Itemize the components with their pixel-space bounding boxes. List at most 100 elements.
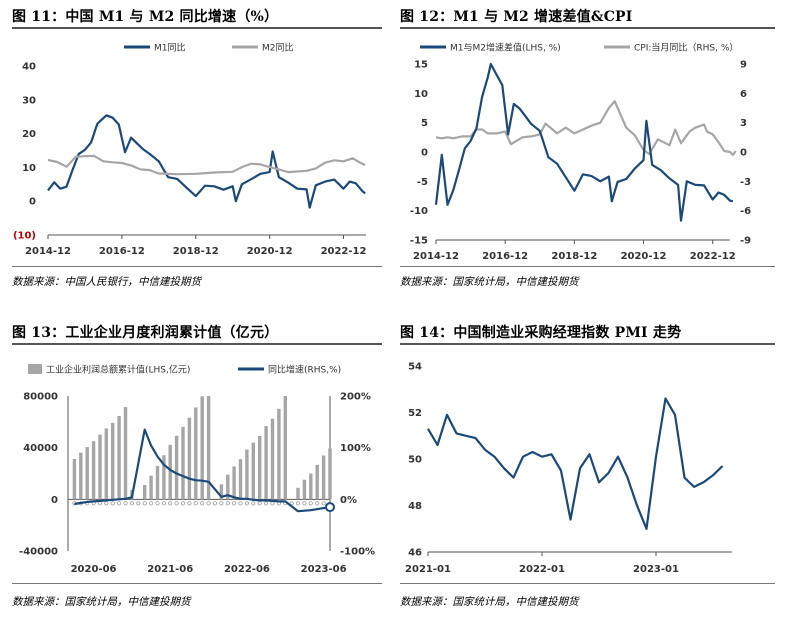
chart-spread-cpi: 15 10 5 0 -5 -10 -15 9 6 3 0 -3 -6 -9 2014-12 2016-12 20…	[410, 42, 751, 263]
x-tick-label: 2016-12	[99, 246, 145, 257]
profit-bar	[245, 449, 249, 500]
profit-bar	[226, 474, 230, 500]
profit-bar	[162, 455, 166, 500]
y-tick-label-right: -9	[740, 236, 751, 247]
profit-bar	[258, 436, 262, 500]
y-tick-label-left: -15	[410, 236, 428, 247]
month-marker	[212, 501, 218, 506]
legend-m2: M2同比	[262, 42, 294, 54]
month-marker	[168, 501, 173, 506]
x-tick-label: 2014-12	[25, 246, 71, 257]
series-line	[47, 154, 366, 176]
month-marker	[232, 501, 237, 506]
y-tick-label-left: 0	[421, 148, 428, 159]
month-marker	[315, 501, 320, 506]
month-marker	[149, 501, 154, 506]
month-marker	[136, 501, 141, 506]
y-tick-label: 48	[408, 501, 422, 512]
bottom-rule	[12, 583, 382, 584]
x-tick-label: 2022-12	[321, 246, 367, 257]
y-tick-label-left: 0	[51, 495, 58, 506]
y-tick-label-right: -3	[740, 177, 751, 188]
y-tick-label-right: 200%	[340, 392, 371, 403]
month-marker	[97, 501, 103, 506]
legend-m1: M1同比	[154, 42, 186, 54]
legend-profit: 工业企业利润总额累计值(LHS,亿元)	[46, 364, 190, 376]
y-tick-label-left: -10	[410, 206, 428, 217]
month-marker	[225, 501, 230, 506]
y-tick-label-left: 40000	[23, 443, 58, 454]
profit-bar	[219, 484, 224, 500]
y-tick-label-left: 80000	[23, 392, 58, 403]
x-tick-label: 2022-01	[519, 564, 565, 575]
profit-bar	[72, 459, 77, 500]
month-marker	[257, 501, 262, 506]
title-rule	[400, 27, 775, 29]
series-line-spread	[434, 62, 734, 222]
profit-bar	[181, 426, 185, 500]
profit-bar	[174, 435, 179, 500]
x-tick-label: 2020-06	[71, 564, 117, 575]
x-tick-label: 2021-06	[147, 564, 193, 575]
y-tick-label: 40	[22, 62, 36, 73]
month-marker	[174, 501, 179, 506]
y-tick-label-right: 0%	[340, 495, 357, 506]
profit-bar	[296, 487, 300, 500]
profit-bar	[91, 441, 96, 500]
month-marker	[321, 501, 326, 506]
profit-bar	[328, 448, 332, 500]
x-tick-label: 2016-12	[482, 251, 528, 262]
x-tick-label: 2023-06	[301, 564, 347, 575]
month-marker	[180, 501, 186, 506]
profit-bar	[149, 475, 153, 500]
profit-bar	[104, 428, 108, 500]
month-marker	[129, 501, 134, 506]
title-rule	[400, 343, 775, 345]
month-marker	[308, 501, 313, 506]
y-tick-label-left: -40000	[19, 547, 58, 558]
y-tick-label: 20	[22, 129, 36, 140]
legend-profit-swatch	[28, 364, 42, 374]
month-marker	[251, 501, 256, 506]
growth-last-point	[325, 502, 335, 513]
month-marker	[200, 501, 205, 506]
source-note: 数据来源：中国人民银行，中信建投期货	[12, 276, 201, 288]
y-tick-label: 50	[408, 455, 422, 466]
profit-bar	[232, 466, 236, 500]
profit-bar	[117, 416, 121, 500]
profit-bar	[194, 407, 198, 500]
source-note: 数据来源：国家统计局，中信建投期货	[12, 596, 191, 608]
profit-bar	[277, 408, 281, 500]
y-tick-label: 10	[22, 163, 36, 174]
profit-bar	[143, 485, 147, 500]
panel-title: 图 13：工业企业月度利润累计值（亿元）	[12, 325, 279, 341]
legend-growth: 同比增速(RHS,%)	[268, 364, 341, 376]
series-line-cpi	[435, 100, 737, 156]
profit-bar	[98, 434, 102, 500]
y-tick-label-right: 100%	[340, 443, 371, 454]
x-tick-label: 2022-06	[224, 564, 270, 575]
month-marker	[219, 501, 224, 506]
y-tick-label-left: 10	[414, 89, 428, 100]
legend-cpi: CPI:当月同比（RHS, %）	[634, 42, 738, 54]
month-marker	[302, 501, 307, 506]
bottom-rule	[400, 583, 775, 584]
profit-bar	[238, 459, 243, 500]
profit-bar	[200, 396, 204, 500]
y-tick-label: 0	[29, 197, 36, 208]
x-tick-label: 2020-12	[247, 246, 293, 257]
x-tick-label: 2022-12	[690, 251, 736, 262]
y-tick-label-right: -6	[740, 206, 751, 217]
pmi-line	[427, 397, 724, 530]
y-tick-label: 46	[408, 548, 422, 559]
month-marker	[142, 501, 147, 506]
month-marker	[110, 501, 115, 506]
y-tick-label-right: 3	[740, 118, 747, 129]
x-tick-label: 2020-12	[621, 251, 667, 262]
x-tick-label: 2014-12	[413, 251, 459, 262]
profit-bar	[315, 464, 319, 500]
profit-bar	[302, 479, 307, 500]
bottom-rule	[400, 266, 775, 267]
panel-title: 图 11：中国 M1 与 M2 同比增速（%）	[12, 9, 279, 25]
chart-m1-m2: 40 30 20 10 0 (10) 2014-12 2016-12 2018-12 2020-1…	[13, 42, 367, 258]
